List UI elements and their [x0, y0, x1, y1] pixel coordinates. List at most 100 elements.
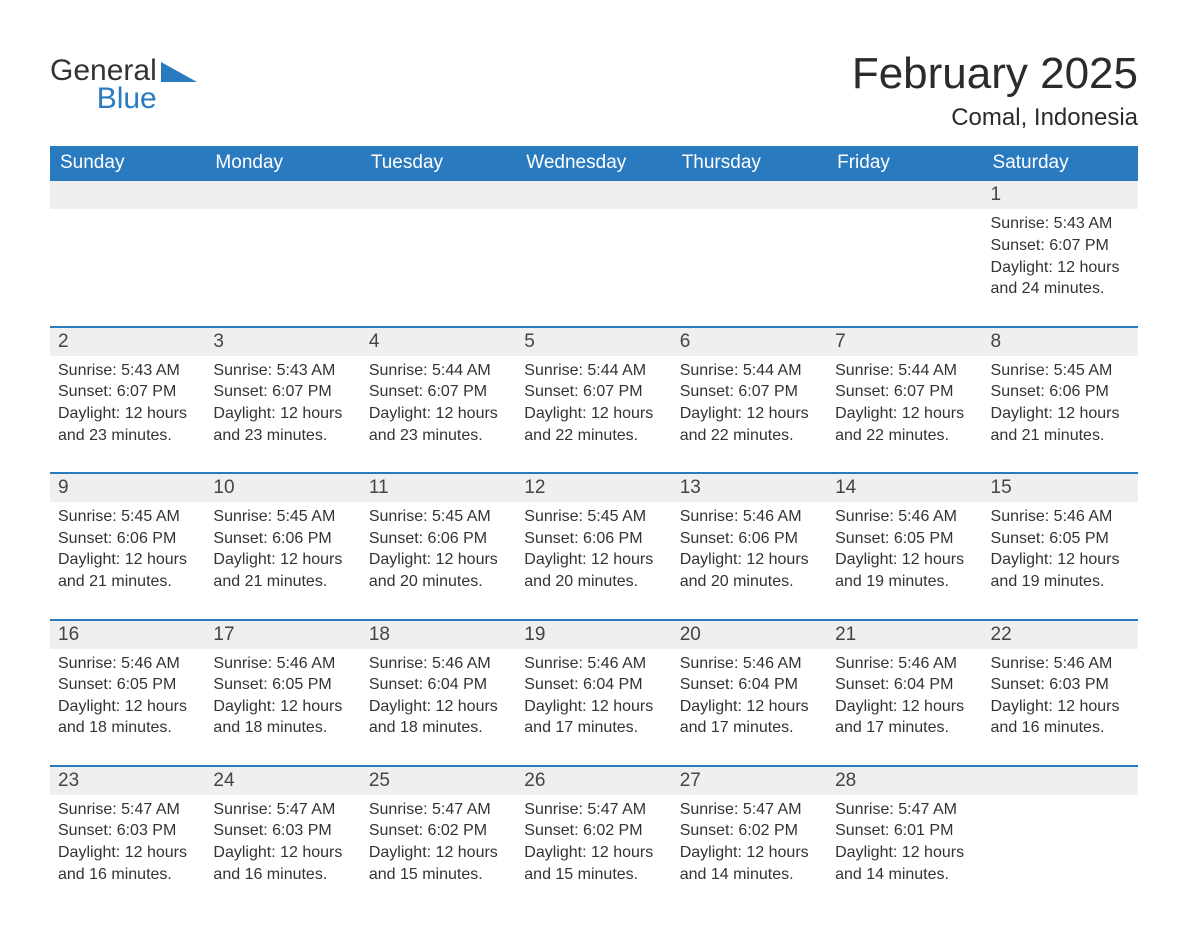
- sunrise-text: Sunrise: 5:45 AM: [58, 506, 197, 528]
- sunset-text: Sunset: 6:04 PM: [524, 674, 663, 696]
- daylight2-text: and 17 minutes.: [524, 717, 663, 739]
- calendar-day-cell: 16Sunrise: 5:46 AMSunset: 6:05 PMDayligh…: [50, 620, 205, 766]
- day-number: 19: [516, 621, 671, 649]
- sunset-text: Sunset: 6:07 PM: [991, 235, 1130, 257]
- daylight1-text: Daylight: 12 hours: [835, 842, 974, 864]
- sunrise-text: Sunrise: 5:45 AM: [524, 506, 663, 528]
- day-details: Sunrise: 5:45 AMSunset: 6:06 PMDaylight:…: [205, 502, 360, 592]
- daylight2-text: and 20 minutes.: [524, 571, 663, 593]
- brand-text: General Blue: [50, 56, 157, 114]
- sunrise-text: Sunrise: 5:47 AM: [213, 799, 352, 821]
- sunset-text: Sunset: 6:03 PM: [991, 674, 1130, 696]
- sunrise-text: Sunrise: 5:44 AM: [680, 360, 819, 382]
- calendar-day-cell: 21Sunrise: 5:46 AMSunset: 6:04 PMDayligh…: [827, 620, 982, 766]
- day-number: [50, 181, 205, 209]
- calendar-day-cell: 24Sunrise: 5:47 AMSunset: 6:03 PMDayligh…: [205, 766, 360, 911]
- calendar-page: General Blue February 2025 Comal, Indone…: [0, 0, 1188, 951]
- day-number: 5: [516, 328, 671, 356]
- daylight2-text: and 15 minutes.: [524, 864, 663, 886]
- day-details: Sunrise: 5:46 AMSunset: 6:04 PMDaylight:…: [361, 649, 516, 739]
- daylight2-text: and 18 minutes.: [58, 717, 197, 739]
- calendar-week-row: 2Sunrise: 5:43 AMSunset: 6:07 PMDaylight…: [50, 327, 1138, 473]
- calendar-day-cell: 10Sunrise: 5:45 AMSunset: 6:06 PMDayligh…: [205, 473, 360, 619]
- sunset-text: Sunset: 6:07 PM: [213, 381, 352, 403]
- sunrise-text: Sunrise: 5:43 AM: [991, 213, 1130, 235]
- sunrise-text: Sunrise: 5:43 AM: [213, 360, 352, 382]
- daylight1-text: Daylight: 12 hours: [680, 403, 819, 425]
- brand-word2: Blue: [50, 84, 157, 114]
- sunset-text: Sunset: 6:06 PM: [58, 528, 197, 550]
- calendar-day-cell: 1Sunrise: 5:43 AMSunset: 6:07 PMDaylight…: [983, 181, 1138, 326]
- calendar-day-cell: 28Sunrise: 5:47 AMSunset: 6:01 PMDayligh…: [827, 766, 982, 911]
- sunrise-text: Sunrise: 5:44 AM: [524, 360, 663, 382]
- day-number: 6: [672, 328, 827, 356]
- sunrise-text: Sunrise: 5:47 AM: [835, 799, 974, 821]
- sunset-text: Sunset: 6:07 PM: [680, 381, 819, 403]
- calendar-week-row: 9Sunrise: 5:45 AMSunset: 6:06 PMDaylight…: [50, 473, 1138, 619]
- daylight1-text: Daylight: 12 hours: [680, 549, 819, 571]
- sunset-text: Sunset: 6:07 PM: [58, 381, 197, 403]
- daylight2-text: and 24 minutes.: [991, 278, 1130, 300]
- calendar-day-cell: 14Sunrise: 5:46 AMSunset: 6:05 PMDayligh…: [827, 473, 982, 619]
- daylight1-text: Daylight: 12 hours: [991, 403, 1130, 425]
- daylight1-text: Daylight: 12 hours: [835, 696, 974, 718]
- sunrise-text: Sunrise: 5:46 AM: [835, 653, 974, 675]
- sunrise-text: Sunrise: 5:46 AM: [524, 653, 663, 675]
- day-details: Sunrise: 5:46 AMSunset: 6:04 PMDaylight:…: [827, 649, 982, 739]
- weekday-header-row: Sunday Monday Tuesday Wednesday Thursday…: [50, 146, 1138, 181]
- day-number: 20: [672, 621, 827, 649]
- day-details: Sunrise: 5:44 AMSunset: 6:07 PMDaylight:…: [361, 356, 516, 446]
- sunrise-text: Sunrise: 5:46 AM: [835, 506, 974, 528]
- day-number: 2: [50, 328, 205, 356]
- day-number: 12: [516, 474, 671, 502]
- weekday-header: Tuesday: [361, 146, 516, 181]
- sunset-text: Sunset: 6:01 PM: [835, 820, 974, 842]
- calendar-day-cell: 11Sunrise: 5:45 AMSunset: 6:06 PMDayligh…: [361, 473, 516, 619]
- daylight2-text: and 20 minutes.: [369, 571, 508, 593]
- sunset-text: Sunset: 6:04 PM: [369, 674, 508, 696]
- daylight2-text: and 17 minutes.: [680, 717, 819, 739]
- daylight1-text: Daylight: 12 hours: [524, 403, 663, 425]
- day-details: Sunrise: 5:46 AMSunset: 6:05 PMDaylight:…: [50, 649, 205, 739]
- day-number: [983, 767, 1138, 795]
- calendar-day-cell: [983, 766, 1138, 911]
- day-number: 21: [827, 621, 982, 649]
- daylight2-text: and 22 minutes.: [524, 425, 663, 447]
- day-details: Sunrise: 5:45 AMSunset: 6:06 PMDaylight:…: [516, 502, 671, 592]
- sunset-text: Sunset: 6:02 PM: [524, 820, 663, 842]
- daylight2-text: and 22 minutes.: [835, 425, 974, 447]
- daylight1-text: Daylight: 12 hours: [524, 696, 663, 718]
- day-number: 24: [205, 767, 360, 795]
- daylight1-text: Daylight: 12 hours: [213, 842, 352, 864]
- weekday-header: Sunday: [50, 146, 205, 181]
- calendar-day-cell: 22Sunrise: 5:46 AMSunset: 6:03 PMDayligh…: [983, 620, 1138, 766]
- daylight2-text: and 17 minutes.: [835, 717, 974, 739]
- day-details: Sunrise: 5:47 AMSunset: 6:02 PMDaylight:…: [361, 795, 516, 885]
- daylight1-text: Daylight: 12 hours: [213, 549, 352, 571]
- location-label: Comal, Indonesia: [852, 104, 1138, 132]
- sunset-text: Sunset: 6:06 PM: [524, 528, 663, 550]
- sunrise-text: Sunrise: 5:47 AM: [369, 799, 508, 821]
- sunset-text: Sunset: 6:04 PM: [835, 674, 974, 696]
- daylight2-text: and 16 minutes.: [991, 717, 1130, 739]
- calendar-day-cell: [50, 181, 205, 326]
- calendar-day-cell: [516, 181, 671, 326]
- day-number: 17: [205, 621, 360, 649]
- day-number: [205, 181, 360, 209]
- day-details: Sunrise: 5:47 AMSunset: 6:02 PMDaylight:…: [516, 795, 671, 885]
- sunset-text: Sunset: 6:07 PM: [524, 381, 663, 403]
- daylight1-text: Daylight: 12 hours: [369, 549, 508, 571]
- daylight2-text: and 23 minutes.: [369, 425, 508, 447]
- daylight1-text: Daylight: 12 hours: [680, 842, 819, 864]
- day-number: [827, 181, 982, 209]
- daylight2-text: and 23 minutes.: [213, 425, 352, 447]
- daylight2-text: and 23 minutes.: [58, 425, 197, 447]
- sunset-text: Sunset: 6:06 PM: [991, 381, 1130, 403]
- calendar-day-cell: 6 Sunrise: 5:44 AMSunset: 6:07 PMDaylight…: [672, 327, 827, 473]
- calendar-day-cell: [827, 181, 982, 326]
- sunset-text: Sunset: 6:05 PM: [835, 528, 974, 550]
- day-details: Sunrise: 5:46 AMSunset: 6:03 PMDaylight:…: [983, 649, 1138, 739]
- day-number: 4: [361, 328, 516, 356]
- daylight1-text: Daylight: 12 hours: [213, 696, 352, 718]
- day-details: Sunrise: 5:43 AMSunset: 6:07 PMDaylight:…: [983, 209, 1138, 299]
